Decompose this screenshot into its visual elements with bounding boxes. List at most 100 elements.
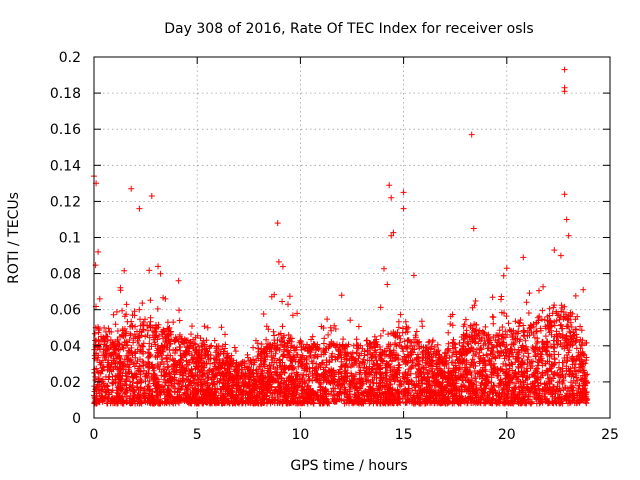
data-point	[338, 354, 345, 361]
data-point	[516, 319, 522, 326]
data-point	[175, 377, 182, 384]
data-point	[310, 340, 317, 347]
data-point	[340, 375, 347, 382]
data-point	[255, 345, 262, 352]
data-point	[432, 374, 439, 381]
data-point	[112, 342, 118, 349]
data-point	[542, 333, 549, 340]
data-point	[446, 354, 453, 361]
data-point	[402, 354, 409, 361]
data-point	[534, 350, 541, 357]
data-point	[473, 391, 480, 398]
data-point	[503, 384, 510, 391]
data-point	[193, 363, 199, 370]
data-point	[557, 391, 563, 398]
data-point	[220, 371, 227, 378]
data-point	[331, 342, 338, 349]
data-point	[189, 323, 195, 330]
data-point	[431, 400, 438, 407]
data-point	[181, 340, 188, 347]
data-point	[377, 379, 384, 386]
data-point	[152, 385, 159, 392]
data-point	[359, 392, 365, 399]
data-point	[241, 375, 248, 382]
data-point	[456, 340, 463, 346]
data-point	[249, 369, 256, 376]
data-point	[196, 352, 203, 359]
data-point	[533, 319, 540, 326]
data-point	[238, 373, 244, 380]
data-point	[523, 365, 530, 372]
data-point	[581, 391, 588, 398]
data-point	[488, 396, 495, 403]
data-point	[489, 294, 496, 301]
data-point	[553, 317, 560, 324]
data-points	[91, 66, 591, 407]
data-point	[536, 313, 543, 320]
data-point	[561, 355, 568, 361]
data-point	[226, 362, 233, 369]
data-point	[445, 340, 452, 347]
data-point	[499, 331, 506, 338]
data-point	[441, 391, 448, 398]
data-point	[177, 358, 184, 364]
data-point	[457, 370, 464, 377]
data-point	[404, 396, 411, 403]
data-point	[572, 292, 579, 299]
data-point	[515, 346, 522, 353]
data-point	[121, 339, 128, 346]
data-point	[265, 326, 272, 333]
data-point	[346, 396, 353, 403]
data-point	[254, 385, 261, 391]
data-point	[243, 383, 250, 390]
data-point	[165, 363, 172, 370]
data-point	[183, 351, 190, 357]
data-point	[138, 379, 145, 386]
data-point	[529, 344, 536, 351]
data-point	[319, 359, 325, 366]
data-point	[512, 368, 519, 375]
data-point	[95, 325, 102, 332]
data-point	[523, 343, 530, 350]
data-point	[299, 361, 306, 368]
data-point	[245, 399, 252, 405]
data-point	[176, 361, 183, 368]
data-point	[503, 313, 510, 320]
data-point	[534, 328, 540, 335]
data-point	[177, 344, 184, 351]
data-point	[214, 372, 221, 379]
data-point	[136, 342, 143, 348]
data-point	[478, 372, 485, 379]
data-point	[366, 340, 373, 347]
data-point	[567, 379, 574, 386]
data-point	[126, 349, 132, 355]
data-point	[446, 389, 453, 396]
data-point	[506, 353, 513, 360]
data-point	[468, 333, 475, 339]
data-point	[403, 344, 410, 351]
data-point	[559, 343, 566, 350]
data-point	[337, 349, 344, 356]
data-point	[134, 328, 140, 335]
data-point	[377, 364, 384, 371]
data-point	[541, 341, 548, 348]
data-point	[498, 393, 505, 400]
data-point	[114, 372, 121, 379]
data-point	[321, 369, 328, 376]
data-point	[393, 370, 400, 377]
data-point	[274, 364, 281, 371]
data-point	[430, 337, 436, 344]
data-point	[131, 312, 138, 319]
data-point	[400, 348, 407, 355]
data-point	[320, 340, 327, 347]
data-point	[554, 341, 561, 348]
data-point	[198, 349, 205, 355]
data-point	[401, 380, 407, 387]
data-point	[121, 313, 128, 320]
data-point	[447, 321, 454, 327]
data-point	[407, 343, 414, 350]
data-point	[520, 369, 527, 376]
data-point	[423, 376, 430, 383]
data-point	[207, 355, 214, 362]
